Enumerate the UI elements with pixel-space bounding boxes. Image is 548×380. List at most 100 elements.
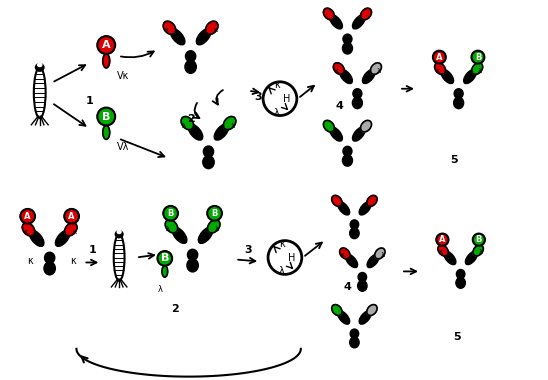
Text: H: H [283, 94, 290, 104]
Ellipse shape [203, 156, 214, 169]
Ellipse shape [465, 251, 477, 264]
Text: λ: λ [380, 252, 385, 258]
Text: λ: λ [182, 122, 186, 128]
Text: 3: 3 [244, 245, 252, 255]
Text: λ: λ [478, 68, 482, 74]
Text: κ: κ [340, 252, 344, 258]
Ellipse shape [114, 234, 124, 281]
Circle shape [163, 206, 178, 221]
Text: H: H [288, 252, 295, 263]
Ellipse shape [323, 120, 334, 132]
Ellipse shape [456, 277, 465, 288]
Ellipse shape [367, 254, 379, 268]
Text: 2: 2 [171, 304, 179, 314]
Ellipse shape [353, 89, 362, 98]
Ellipse shape [206, 21, 218, 34]
Text: λ: λ [215, 226, 219, 232]
Ellipse shape [342, 43, 352, 54]
Text: κ: κ [438, 250, 442, 255]
Ellipse shape [343, 34, 352, 44]
Text: A: A [102, 40, 111, 50]
Ellipse shape [367, 195, 377, 206]
Ellipse shape [438, 245, 448, 256]
Ellipse shape [362, 69, 375, 84]
Ellipse shape [36, 63, 44, 71]
Ellipse shape [350, 220, 358, 229]
Ellipse shape [187, 259, 198, 272]
Ellipse shape [338, 201, 350, 215]
Ellipse shape [435, 63, 446, 74]
Text: 3: 3 [254, 92, 262, 102]
Ellipse shape [359, 201, 371, 215]
Ellipse shape [185, 60, 196, 73]
Ellipse shape [115, 231, 123, 238]
Circle shape [20, 209, 35, 223]
Circle shape [64, 209, 79, 223]
Ellipse shape [214, 124, 229, 140]
Ellipse shape [352, 127, 366, 141]
Text: B: B [168, 209, 174, 218]
Ellipse shape [473, 245, 483, 256]
Ellipse shape [203, 146, 214, 157]
Ellipse shape [38, 63, 42, 66]
Ellipse shape [441, 69, 454, 84]
Circle shape [436, 234, 448, 246]
Ellipse shape [44, 252, 55, 263]
Text: 4: 4 [344, 282, 351, 292]
Text: A: A [25, 212, 31, 221]
Ellipse shape [333, 63, 344, 74]
Text: B: B [212, 209, 218, 218]
Text: B: B [476, 235, 482, 244]
Circle shape [433, 51, 446, 63]
Circle shape [98, 108, 115, 125]
Ellipse shape [456, 269, 465, 279]
Text: A: A [68, 212, 75, 221]
Ellipse shape [55, 230, 70, 246]
Ellipse shape [332, 305, 342, 315]
Text: 5: 5 [450, 155, 458, 165]
Ellipse shape [117, 230, 121, 233]
Ellipse shape [188, 124, 203, 140]
Text: κ: κ [164, 27, 168, 33]
Ellipse shape [329, 15, 342, 29]
Ellipse shape [454, 89, 463, 98]
Ellipse shape [350, 337, 359, 348]
Circle shape [98, 36, 115, 54]
Text: λ: λ [274, 108, 280, 117]
Text: κ: κ [279, 239, 285, 249]
Ellipse shape [198, 227, 213, 243]
Ellipse shape [375, 248, 385, 259]
Text: 5: 5 [453, 332, 460, 342]
Text: κ: κ [71, 256, 76, 266]
Text: B: B [102, 112, 111, 122]
Ellipse shape [464, 69, 477, 84]
Text: Vλ: Vλ [117, 142, 129, 152]
Ellipse shape [361, 120, 372, 132]
Text: λ: λ [377, 68, 381, 74]
Ellipse shape [44, 262, 55, 275]
Text: A: A [436, 53, 443, 62]
Text: κ: κ [23, 229, 27, 235]
Ellipse shape [185, 51, 196, 62]
Text: κ: κ [27, 256, 33, 266]
Ellipse shape [343, 146, 352, 156]
Ellipse shape [162, 266, 168, 277]
Ellipse shape [358, 272, 367, 282]
Text: λ: λ [166, 226, 170, 232]
Ellipse shape [370, 63, 381, 74]
Ellipse shape [350, 329, 358, 338]
Ellipse shape [103, 125, 110, 139]
Ellipse shape [181, 117, 193, 130]
Ellipse shape [359, 311, 371, 324]
Ellipse shape [472, 63, 483, 74]
Ellipse shape [345, 254, 358, 268]
Circle shape [473, 234, 485, 246]
Ellipse shape [224, 117, 236, 130]
Ellipse shape [34, 67, 45, 118]
Ellipse shape [170, 28, 185, 45]
Ellipse shape [103, 54, 110, 68]
Text: B: B [161, 253, 169, 263]
Ellipse shape [358, 280, 367, 291]
Ellipse shape [208, 220, 220, 233]
Ellipse shape [350, 228, 359, 239]
